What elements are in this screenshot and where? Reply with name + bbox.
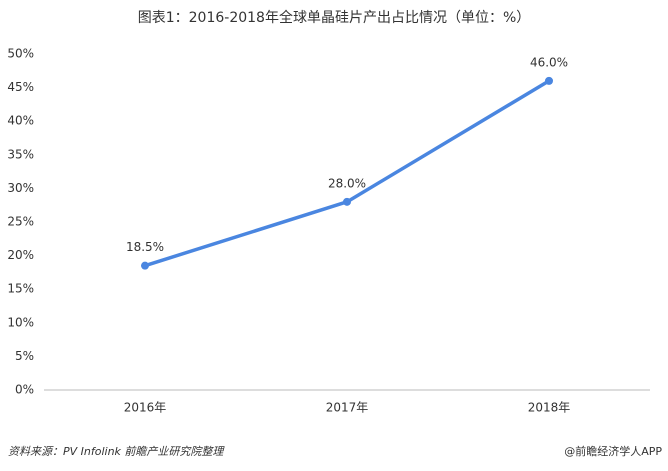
y-tick-label: 35%: [7, 147, 34, 161]
y-tick-label: 15%: [7, 282, 34, 296]
data-label: 46.0%: [530, 55, 568, 69]
y-tick-label: 45%: [7, 80, 34, 94]
y-tick-label: 25%: [7, 215, 34, 229]
y-tick-label: 5%: [15, 349, 34, 363]
x-tick-label: 2016年: [124, 401, 167, 415]
y-tick-label: 30%: [7, 181, 34, 195]
data-point: [545, 76, 553, 85]
x-tick-label: 2017年: [326, 401, 369, 415]
data-point: [343, 197, 351, 206]
data-label: 18.5%: [126, 240, 164, 254]
y-tick-label: 40%: [7, 114, 34, 128]
data-label: 28.0%: [328, 176, 366, 190]
data-point: [141, 261, 149, 270]
chart-title: 图表1：2016-2018年全球单晶硅片产出占比情况（单位：%）: [138, 9, 531, 26]
y-tick-label: 20%: [7, 248, 34, 262]
y-tick-label: 10%: [7, 315, 34, 329]
x-tick-label: 2018年: [528, 401, 571, 415]
y-tick-label: 0%: [15, 383, 34, 397]
data-line: [144, 79, 550, 268]
source-note: 资料来源：PV Infolink 前瞻产业研究院整理: [8, 445, 225, 458]
footer: @前瞻经济学人APP: [564, 444, 662, 458]
y-tick-label: 50%: [7, 47, 34, 61]
